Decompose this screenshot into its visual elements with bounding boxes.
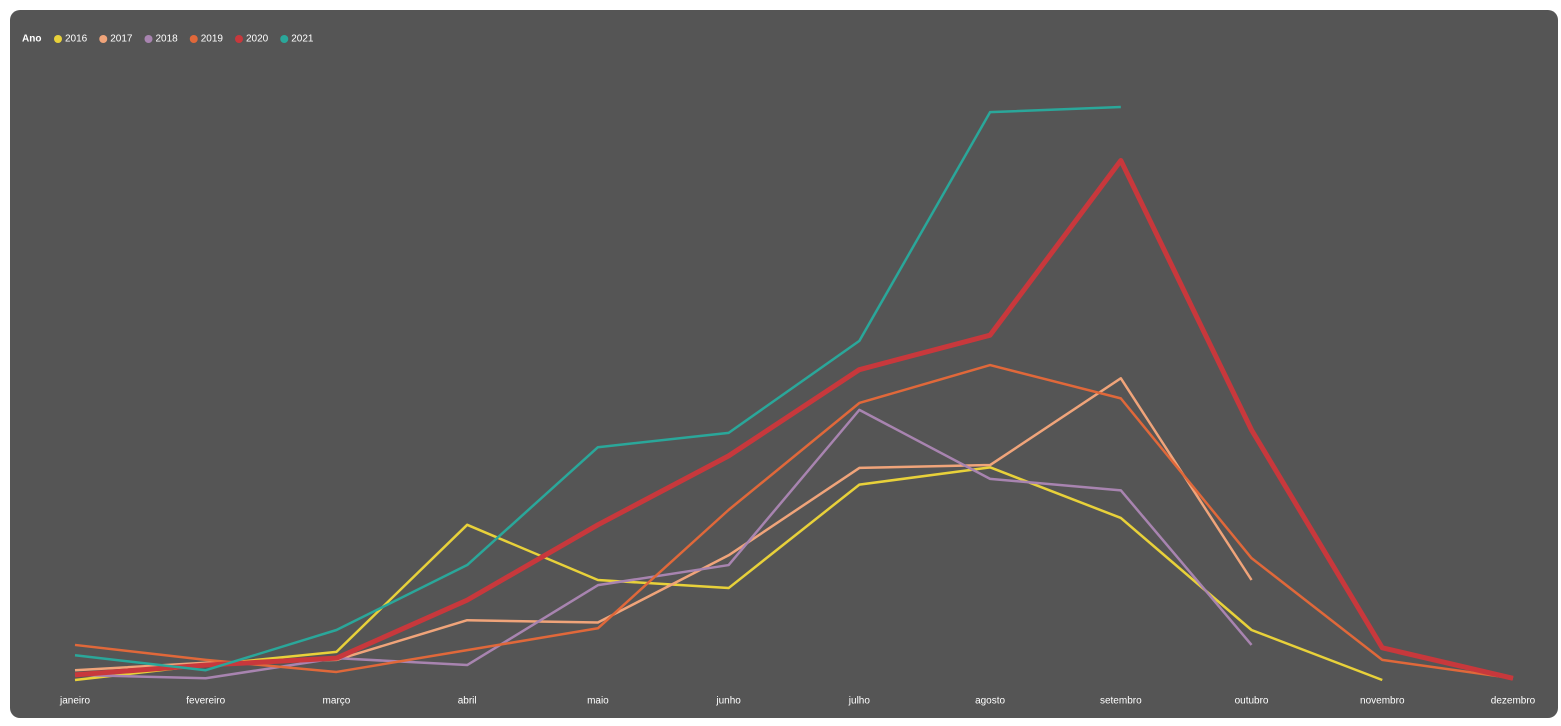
x-tick-label: novembro xyxy=(1360,696,1405,707)
x-tick-label: dezembro xyxy=(1491,696,1536,707)
x-tick-label: agosto xyxy=(975,696,1005,707)
legend-marker xyxy=(235,35,243,43)
legend-marker xyxy=(54,35,62,43)
series-line xyxy=(74,105,1121,672)
legend-label: 2017 xyxy=(110,34,133,45)
x-tick-label: maio xyxy=(587,696,609,707)
x-tick-label: outubro xyxy=(1235,696,1269,707)
legend-label: 2019 xyxy=(201,34,224,45)
legend-marker xyxy=(189,35,198,43)
x-tick-label: fevereiro xyxy=(186,696,225,707)
chart-panel xyxy=(10,10,1558,718)
legend-marker xyxy=(99,35,108,43)
legend-title: Ano xyxy=(22,34,41,45)
legend-label: 2020 xyxy=(246,34,269,45)
x-tick-label: junho xyxy=(715,696,741,707)
legend-label: 2016 xyxy=(65,34,88,45)
x-tick-label: julho xyxy=(848,696,871,707)
series-line xyxy=(74,363,1514,680)
x-tick-label: abril xyxy=(458,696,477,707)
x-tick-label: janeiro xyxy=(59,696,90,707)
x-tick-label: março xyxy=(323,696,351,707)
legend-label: 2021 xyxy=(291,34,314,45)
legend-marker xyxy=(144,35,153,43)
series-line xyxy=(74,157,1514,681)
legend-label: 2018 xyxy=(156,34,179,45)
x-tick-label: setembro xyxy=(1100,696,1142,707)
series-line xyxy=(74,466,1383,682)
series-line xyxy=(74,408,1253,680)
legend-marker xyxy=(280,35,289,43)
